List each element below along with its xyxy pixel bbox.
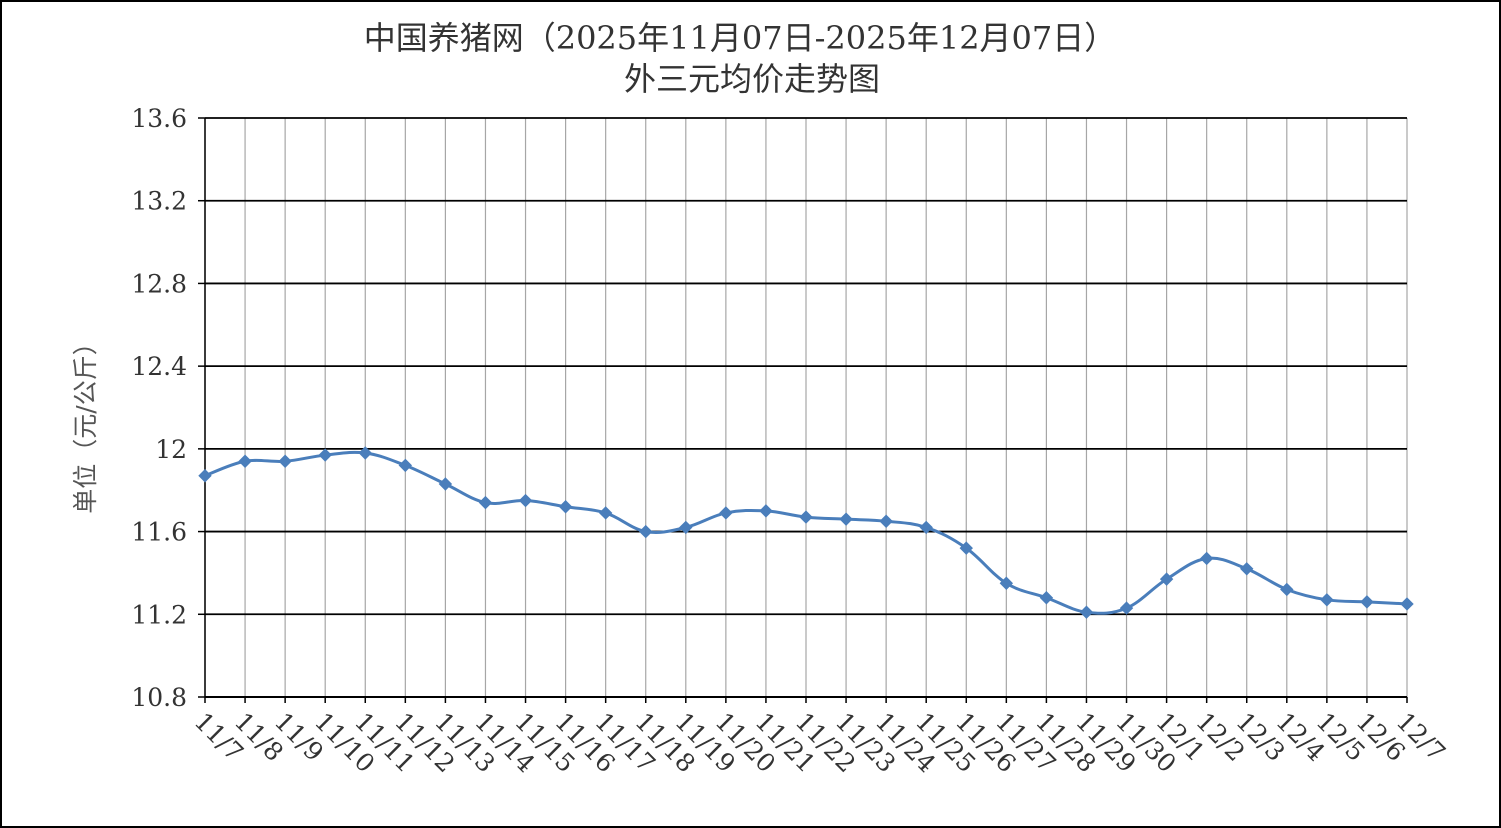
chart-subtitle: 外三元均价走势图 xyxy=(624,60,880,98)
data-point-marker xyxy=(1280,582,1294,597)
data-point-marker xyxy=(959,541,973,555)
y-tick-labels: 10.8 11.2 11.6 12 12.4 12.8 13.2 13.6 xyxy=(131,104,187,712)
data-point-marker xyxy=(278,454,292,468)
y-tick-label: 13.6 xyxy=(131,104,187,133)
data-point-marker xyxy=(1240,562,1254,576)
data-point-marker xyxy=(478,495,493,510)
data-point-marker xyxy=(438,477,453,491)
data-point-marker xyxy=(839,512,853,526)
y-tick-label: 12.4 xyxy=(131,352,187,381)
data-point-marker xyxy=(639,524,653,539)
data-point-marker xyxy=(198,469,212,483)
y-tick-label: 11.6 xyxy=(131,518,187,547)
y-tick-label: 12.8 xyxy=(131,269,187,298)
data-point-marker xyxy=(398,458,413,473)
data-point-marker xyxy=(1199,551,1214,566)
data-point-marker xyxy=(1360,595,1374,609)
y-tick-label: 11.2 xyxy=(131,600,187,629)
data-point-marker xyxy=(358,446,372,460)
data-point-marker xyxy=(318,448,332,462)
data-point-marker xyxy=(679,520,693,535)
series-layer xyxy=(198,446,1414,619)
y-tick-label: 12 xyxy=(155,435,187,464)
data-point-marker xyxy=(759,504,773,518)
data-point-marker xyxy=(879,514,893,528)
grid-lines xyxy=(198,117,1408,703)
x-tick-labels: 11/711/811/911/1011/1111/1211/1311/1411/… xyxy=(189,707,1451,778)
data-point-marker xyxy=(719,506,733,520)
y-tick-label: 13.2 xyxy=(131,187,187,216)
data-point-marker xyxy=(558,500,573,514)
y-axis-label: 单位（元/公斤） xyxy=(71,330,100,513)
data-point-marker xyxy=(518,493,533,508)
data-point-marker xyxy=(799,510,813,524)
data-point-marker xyxy=(1119,601,1134,615)
y-tick-label: 10.8 xyxy=(131,683,187,712)
data-point-marker xyxy=(1400,597,1414,611)
data-point-marker xyxy=(598,506,613,520)
data-point-marker xyxy=(1320,593,1334,607)
chart-title: 中国养猪网（2025年11月07日-2025年12月07日） xyxy=(364,19,1117,57)
data-point-marker xyxy=(1159,572,1174,586)
data-point-marker xyxy=(1079,605,1094,619)
data-point-marker xyxy=(238,454,252,468)
data-point-marker xyxy=(1039,591,1054,605)
data-point-marker xyxy=(919,520,933,535)
data-point-marker xyxy=(999,576,1014,590)
